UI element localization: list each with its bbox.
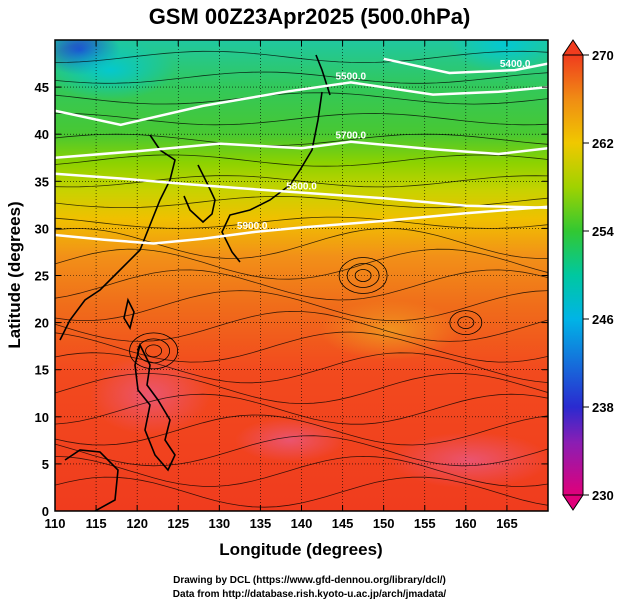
x-tick-label: 125 [167,516,189,531]
x-tick-label: 115 [86,516,107,531]
contour-label: 5900.0 [237,221,268,232]
y-tick-label: 25 [35,269,49,284]
colorbar-tick-label: 254 [592,224,614,239]
contour-label: 5400.0 [500,59,531,70]
y-tick-label: 30 [35,221,49,236]
coastline-philippines [134,342,176,472]
streamline [55,154,548,167]
y-tick-label: 20 [35,316,49,331]
contour-line [55,172,548,209]
warm-core-blob [90,355,210,435]
y-tick-label: 5 [42,457,49,472]
streamline [55,133,548,146]
warm-core-blob [390,432,548,488]
y-tick-label: 35 [35,174,49,189]
contour-label: 5500.0 [336,71,367,82]
x-tick-label: 130 [208,516,230,531]
contour-label: 5800.0 [286,182,317,193]
credit-drawing: Drawing by DCL (https://www.gfd-dennou.o… [173,575,446,586]
vortex-streamline [137,338,171,364]
cold-blob [55,40,175,100]
y-tick-label: 0 [42,504,49,519]
vortex-streamline [129,332,179,370]
streamline [55,435,548,467]
x-tick-label: 150 [373,516,395,531]
colorbar-tick-label: 238 [592,400,614,415]
colorbar-top-triangle [562,39,584,56]
coastline-taiwan [123,297,135,331]
y-axis-label: Latitude (degrees) [5,201,24,348]
x-axis-label: Longitude (degrees) [219,540,382,559]
y-tick-label: 10 [35,410,49,425]
contour-line [55,205,548,245]
x-tick-label: 135 [250,516,272,531]
colorbar-bottom-triangle [562,494,584,511]
credit-data: Data from http://database.rish.kyoto-u.a… [172,589,447,600]
x-tick-label: 145 [332,516,354,531]
x-tick-label: 165 [496,516,518,531]
colorbar-tick-label: 270 [592,48,614,63]
x-tick-label: 120 [126,516,148,531]
coastlines [59,54,331,511]
colorbar-tick-label: 246 [592,312,614,327]
vortex-streamline [145,344,163,358]
contour-line [55,81,548,127]
x-tick-label: 110 [45,516,66,531]
vortex-streamline [338,257,388,294]
coastline-mainland [59,134,176,341]
temperature-field: 5500.0 5400.0 5700.0 5800.0 5900.0 [55,40,548,511]
contour-label: 5700.0 [336,131,367,142]
x-axis: 110 115 120 125 130 135 140 145 150 155 160 165 [45,40,518,531]
contour-line [383,57,548,75]
coastline-borneo [64,449,119,511]
colorbar-tick-label: 262 [592,136,614,151]
colorbar: 230 238 246 254 262 270 [562,39,614,511]
x-tick-label: 155 [414,516,436,531]
chart-title: GSM 00Z23Apr2025 (500.0hPa) [148,4,471,29]
y-tick-label: 45 [35,80,49,95]
streamline [55,248,548,280]
height-contours: 5500.0 5400.0 5700.0 5800.0 5900.0 [55,57,548,245]
y-tick-label: 40 [35,127,49,142]
warm-core-blob [235,418,345,462]
y-axis: 0 5 10 15 20 25 30 35 40 45 [35,80,548,519]
x-tick-label: 140 [291,516,313,531]
cold-blob [450,40,548,73]
warm-blob [320,300,460,360]
contour-line [55,140,548,160]
y-tick-label: 15 [35,363,49,378]
colorbar-gradient [562,54,584,496]
x-tick-label: 160 [455,516,477,531]
colorbar-tick-label: 230 [592,488,614,503]
